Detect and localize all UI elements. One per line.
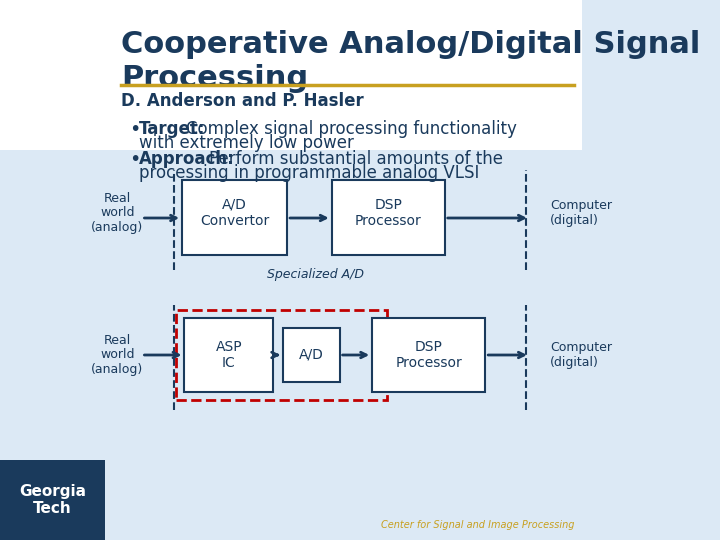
Text: Specialized A/D: Specialized A/D — [267, 268, 364, 281]
Text: Real
world
(analog): Real world (analog) — [91, 192, 143, 234]
Bar — [0, 0, 582, 150]
FancyBboxPatch shape — [372, 318, 485, 392]
Text: Computer
(digital): Computer (digital) — [550, 199, 612, 227]
Text: A/D
Convertor: A/D Convertor — [200, 198, 269, 228]
FancyBboxPatch shape — [283, 328, 340, 382]
Text: •: • — [130, 150, 141, 169]
FancyBboxPatch shape — [182, 180, 287, 255]
Text: D. Anderson and P. Hasler: D. Anderson and P. Hasler — [122, 92, 364, 110]
Text: Center for Signal and Image Processing: Center for Signal and Image Processing — [381, 520, 575, 530]
Text: ASP
IC: ASP IC — [215, 340, 242, 370]
Text: with extremely low power: with extremely low power — [139, 134, 354, 152]
Text: Target:: Target: — [139, 120, 206, 138]
FancyBboxPatch shape — [184, 318, 274, 392]
Text: •: • — [130, 120, 141, 139]
Text: DSP
Processor: DSP Processor — [355, 198, 422, 228]
Text: Georgia
Tech: Georgia Tech — [19, 484, 86, 516]
Bar — [0, 150, 582, 540]
Text: Real
world
(analog): Real world (analog) — [91, 334, 143, 376]
Text: Approach:: Approach: — [139, 150, 235, 168]
Text: A/D: A/D — [299, 348, 324, 362]
Text: processing in programmable analog VLSI: processing in programmable analog VLSI — [139, 164, 480, 182]
Text: DSP
Processor: DSP Processor — [395, 340, 462, 370]
FancyBboxPatch shape — [332, 180, 445, 255]
Text: Cooperative Analog/Digital Signal
Processing: Cooperative Analog/Digital Signal Proces… — [122, 30, 701, 92]
Text: Computer
(digital): Computer (digital) — [550, 341, 612, 369]
Bar — [0, 460, 105, 540]
Text: Perform substantial amounts of the: Perform substantial amounts of the — [209, 150, 503, 168]
Text: Complex signal processing functionality: Complex signal processing functionality — [186, 120, 517, 138]
